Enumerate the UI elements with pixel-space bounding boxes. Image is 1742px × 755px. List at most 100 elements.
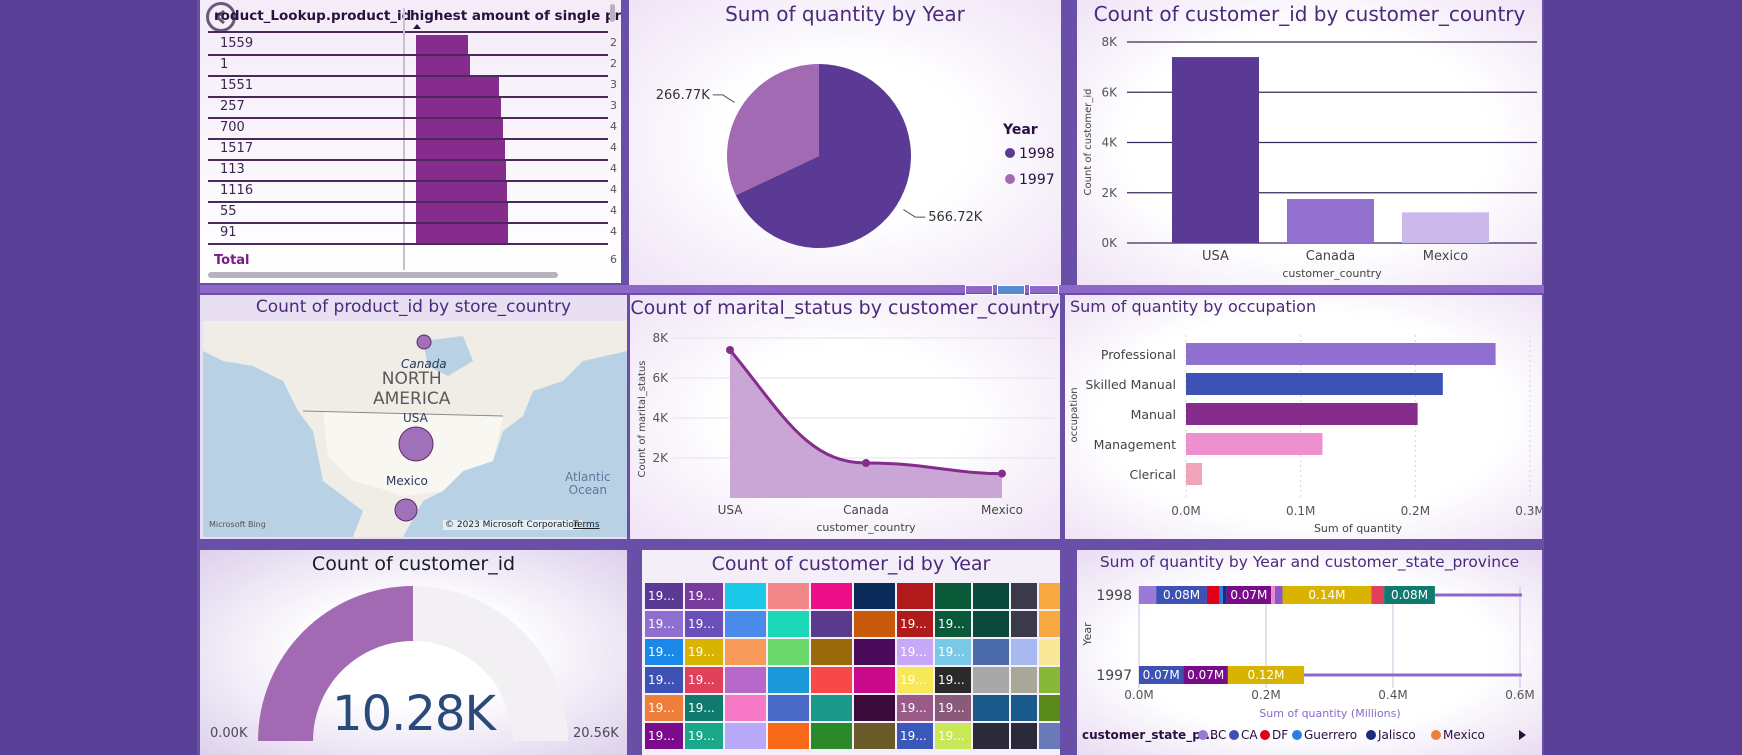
treemap-cell[interactable]: 19... xyxy=(645,695,683,721)
bar-Skilled Manual[interactable] xyxy=(1186,373,1443,395)
table-row[interactable]: 1517 4 xyxy=(208,138,617,161)
treemap-cell[interactable] xyxy=(973,667,1009,693)
bar-Professional[interactable] xyxy=(1186,343,1496,365)
bar-1998-segment[interactable] xyxy=(1222,586,1227,604)
treemap-cell[interactable]: 19... xyxy=(645,611,683,637)
treemap-cell[interactable]: 19... xyxy=(685,639,723,665)
treemap-cell[interactable] xyxy=(1011,695,1037,721)
focus-mode-icon[interactable] xyxy=(997,285,1025,295)
bar-1997-segment[interactable] xyxy=(1139,666,1184,684)
treemap-cell[interactable] xyxy=(1011,667,1037,693)
treemap-cell[interactable]: 19... xyxy=(897,639,933,665)
treemap-cell[interactable] xyxy=(811,611,852,637)
treemap-cell[interactable] xyxy=(811,667,852,693)
horizontal-scrollbar[interactable] xyxy=(208,272,558,278)
bar-1998-segment[interactable] xyxy=(1282,586,1372,604)
legend-item-1997[interactable]: 1997 xyxy=(1019,172,1055,188)
area-chart-visual[interactable]: Count of marital_status by customer_coun… xyxy=(630,295,1060,539)
treemap-cell[interactable] xyxy=(768,611,809,637)
bar-Management[interactable] xyxy=(1186,433,1323,455)
legend-item-Guerrero[interactable]: Guerrero xyxy=(1304,728,1357,742)
vertical-scrollbar[interactable] xyxy=(610,4,615,22)
bar-1998-segment[interactable] xyxy=(1371,586,1385,604)
pie-slice-1997[interactable] xyxy=(727,64,819,196)
treemap-cell[interactable]: 19... xyxy=(685,667,723,693)
treemap-cell[interactable] xyxy=(973,695,1009,721)
treemap-cell[interactable] xyxy=(768,667,809,693)
data-point-Mexico[interactable] xyxy=(998,469,1006,478)
treemap-cell[interactable] xyxy=(811,723,852,749)
treemap-cell[interactable] xyxy=(1039,639,1060,665)
treemap-cell[interactable] xyxy=(1039,611,1060,637)
treemap-cell[interactable]: 19... xyxy=(645,723,683,749)
treemap-cell[interactable]: 19... xyxy=(935,639,971,665)
treemap-cell[interactable] xyxy=(935,583,971,609)
map-canvas[interactable]: Canada NORTH AMERICA USA Mexico Atlantic… xyxy=(203,321,627,537)
bar-1998-segment[interactable] xyxy=(1274,586,1283,604)
back-arrow-icon[interactable] xyxy=(206,2,236,32)
bar-1998-segment[interactable] xyxy=(1156,586,1207,604)
bar-1998-segment[interactable] xyxy=(1219,586,1223,604)
treemap-cell[interactable] xyxy=(725,583,766,609)
product-table-visual[interactable]: roduct_Lookup.product_id highest amount … xyxy=(200,0,621,283)
treemap-cell[interactable] xyxy=(1011,723,1037,749)
treemap-cell[interactable] xyxy=(768,583,809,609)
area-line[interactable] xyxy=(728,349,1003,476)
treemap-cell[interactable] xyxy=(897,583,933,609)
table-row[interactable]: 113 4 xyxy=(208,159,617,182)
treemap-cell[interactable] xyxy=(725,695,766,721)
treemap-cell[interactable]: 19... xyxy=(897,611,933,637)
treemap-cell[interactable] xyxy=(725,639,766,665)
treemap-cell[interactable]: 19... xyxy=(897,723,933,749)
treemap-visual[interactable]: Count of customer_id by Year 19... 19... 1… xyxy=(642,550,1060,755)
treemap-cell[interactable] xyxy=(811,695,852,721)
treemap-cell[interactable] xyxy=(1039,583,1060,609)
legend-next-icon[interactable] xyxy=(1519,730,1526,740)
table-row[interactable]: 1116 4 xyxy=(208,180,617,203)
treemap-cell[interactable]: 19... xyxy=(685,611,723,637)
legend-item-Jalisco[interactable]: Jalisco xyxy=(1377,728,1416,742)
map-terms-link[interactable]: Terms xyxy=(573,520,600,530)
treemap-cell[interactable] xyxy=(1011,639,1037,665)
occupation-bar-chart-visual[interactable]: Sum of quantity by occupation 0.0M 0.1M 0.… xyxy=(1065,295,1542,539)
treemap-cell[interactable] xyxy=(811,639,852,665)
legend-item-Mexico[interactable]: Mexico xyxy=(1443,728,1485,742)
bar-1998-segment[interactable] xyxy=(1139,586,1157,604)
bar-Clerical[interactable] xyxy=(1186,463,1203,485)
treemap-cell[interactable] xyxy=(854,667,895,693)
treemap-cell[interactable]: 19... xyxy=(935,667,971,693)
filter-icon[interactable] xyxy=(965,285,993,295)
treemap-cell[interactable]: 19... xyxy=(935,695,971,721)
bar-Manual[interactable] xyxy=(1186,403,1418,425)
treemap-cell[interactable] xyxy=(1011,611,1037,637)
stacked-bar-chart-visual[interactable]: Sum of quantity by Year and customer_sta… xyxy=(1077,550,1542,755)
more-options-icon[interactable] xyxy=(1029,285,1059,295)
table-row[interactable]: 1551 3 xyxy=(208,75,617,98)
country-bar-chart-visual[interactable]: Count of customer_id by customer_country… xyxy=(1077,0,1542,285)
legend-item-CA[interactable]: CA xyxy=(1241,728,1258,742)
treemap-cell[interactable] xyxy=(768,723,809,749)
bar-1997-segment[interactable] xyxy=(1183,666,1228,684)
treemap-cell[interactable] xyxy=(768,695,809,721)
pie-slice-1998[interactable] xyxy=(735,64,911,248)
table-row[interactable]: 55 4 xyxy=(208,201,617,224)
bar-Mexico[interactable] xyxy=(1402,212,1489,243)
treemap-cell[interactable]: 19... xyxy=(685,583,723,609)
treemap-cell[interactable]: 19... xyxy=(645,639,683,665)
treemap-cell[interactable] xyxy=(1011,583,1037,609)
table-header-product-id[interactable]: roduct_Lookup.product_id xyxy=(214,8,412,24)
treemap-cell[interactable] xyxy=(854,695,895,721)
treemap-cell[interactable] xyxy=(973,611,1009,637)
treemap-cell[interactable] xyxy=(725,723,766,749)
bar-USA[interactable] xyxy=(1172,57,1259,244)
treemap-cell[interactable] xyxy=(811,583,852,609)
pie-chart-visual[interactable]: Sum of quantity by Year 566.72K 266.77K Ye… xyxy=(629,0,1061,285)
bar-1998-segment[interactable] xyxy=(1384,586,1435,604)
legend-item-DF[interactable]: DF xyxy=(1272,728,1288,742)
treemap-cell[interactable] xyxy=(973,639,1009,665)
legend-item-1998[interactable]: 1998 xyxy=(1019,146,1055,162)
treemap-cell[interactable] xyxy=(768,639,809,665)
treemap-cell[interactable] xyxy=(854,611,895,637)
data-point-USA[interactable] xyxy=(726,346,734,354)
